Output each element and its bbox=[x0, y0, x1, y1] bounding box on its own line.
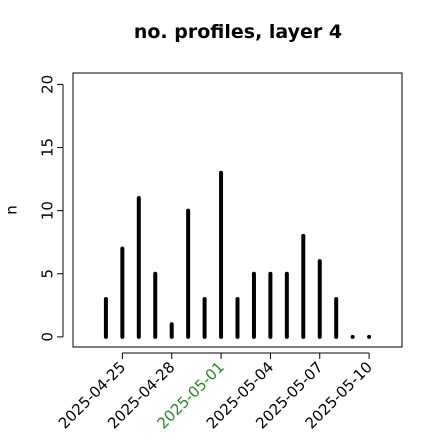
y-tick-label: 0 bbox=[39, 332, 57, 342]
y-axis-label: n bbox=[3, 205, 21, 215]
plot-box bbox=[72, 72, 403, 348]
y-tick-label: 10 bbox=[39, 201, 57, 220]
y-tick-label: 5 bbox=[39, 269, 57, 279]
y-tick-label: 20 bbox=[39, 75, 57, 94]
chart-title: no. profiles, layer 4 bbox=[134, 21, 342, 43]
y-tick-label: 15 bbox=[39, 138, 57, 157]
